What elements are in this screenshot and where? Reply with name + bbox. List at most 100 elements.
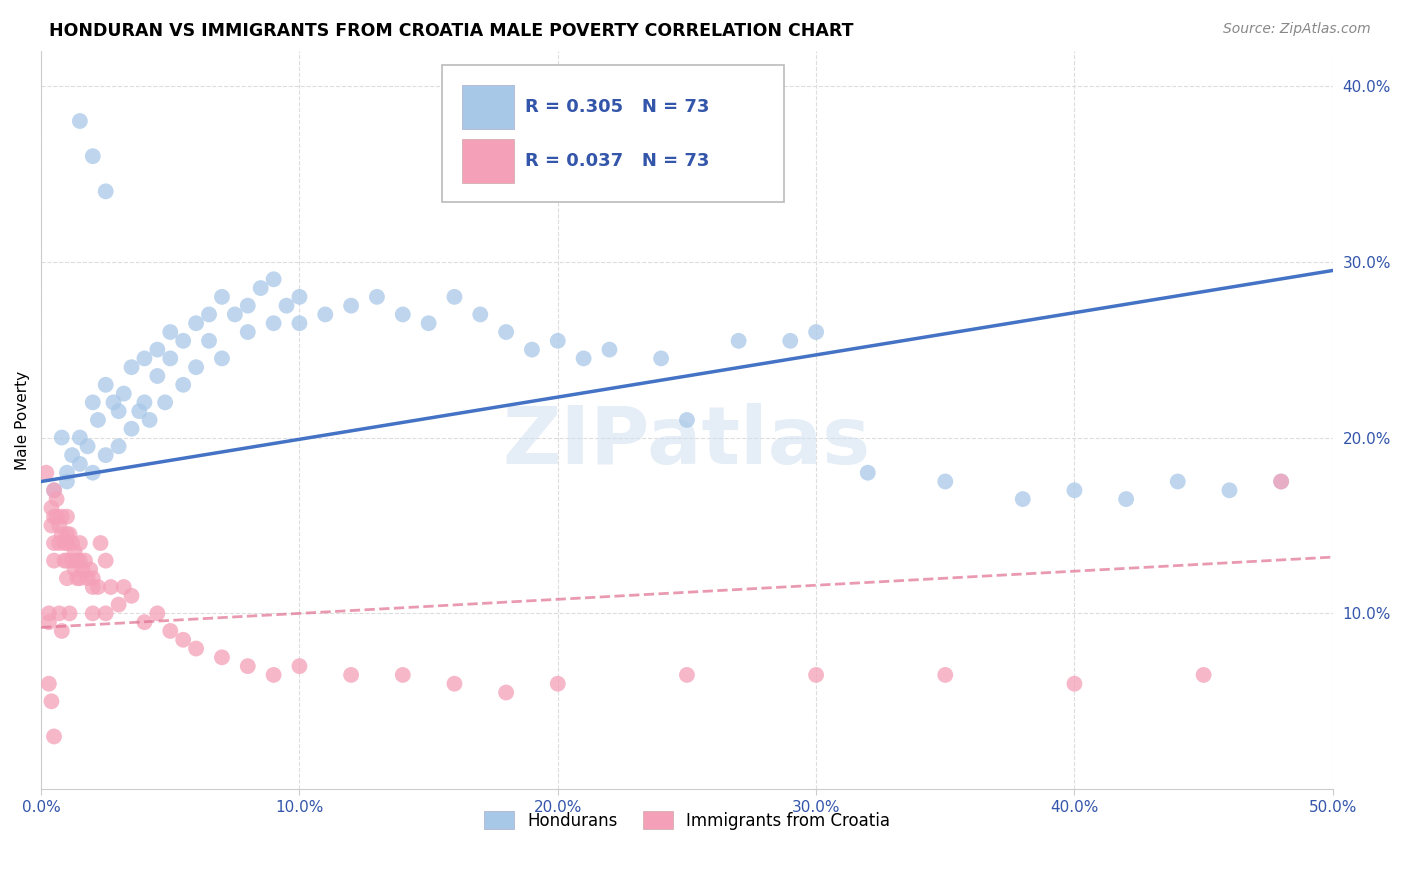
Point — [51, 527, 73, 541]
Point — [443, 290, 465, 304]
Point — [42, 554, 65, 568]
Point — [236, 659, 259, 673]
Text: HONDURAN VS IMMIGRANTS FROM CROATIA MALE POVERTY CORRELATION CHART: HONDURAN VS IMMIGRANTS FROM CROATIA MALE… — [49, 22, 853, 40]
Text: ZIPatlas: ZIPatlas — [503, 403, 872, 481]
Point — [804, 325, 827, 339]
FancyBboxPatch shape — [463, 85, 513, 129]
Point — [288, 659, 311, 673]
Legend: Hondurans, Immigrants from Croatia: Hondurans, Immigrants from Croatia — [477, 805, 897, 837]
Point — [520, 343, 543, 357]
Point — [172, 334, 194, 348]
Point — [1167, 475, 1189, 489]
Point — [53, 536, 76, 550]
Point — [547, 676, 569, 690]
Point — [172, 377, 194, 392]
Point — [121, 360, 143, 375]
Point — [48, 536, 70, 550]
Point — [63, 562, 86, 576]
Point — [198, 334, 221, 348]
Point — [134, 395, 156, 409]
Point — [1115, 492, 1137, 507]
Point — [82, 571, 104, 585]
Point — [94, 377, 117, 392]
Point — [100, 580, 122, 594]
Point — [263, 316, 285, 330]
Point — [159, 325, 181, 339]
Point — [35, 466, 58, 480]
Point — [1063, 483, 1085, 498]
Point — [60, 554, 83, 568]
Point — [198, 308, 221, 322]
Point — [211, 290, 233, 304]
Point — [443, 676, 465, 690]
Y-axis label: Male Poverty: Male Poverty — [15, 370, 30, 469]
Point — [42, 536, 65, 550]
Point — [94, 448, 117, 462]
Point — [82, 395, 104, 409]
Point — [495, 685, 517, 699]
Point — [340, 668, 363, 682]
Point — [56, 571, 79, 585]
Point — [1011, 492, 1033, 507]
Point — [56, 475, 79, 489]
Point — [134, 351, 156, 366]
Point — [73, 554, 96, 568]
Point — [121, 589, 143, 603]
Point — [42, 509, 65, 524]
Point — [69, 536, 91, 550]
Point — [94, 607, 117, 621]
Point — [211, 650, 233, 665]
Point — [236, 299, 259, 313]
Point — [45, 492, 67, 507]
Point — [87, 413, 110, 427]
Point — [107, 404, 129, 418]
Point — [38, 615, 60, 629]
Point — [138, 413, 160, 427]
Point — [572, 351, 595, 366]
Point — [779, 334, 801, 348]
Point — [676, 413, 699, 427]
Point — [418, 316, 440, 330]
Point — [184, 641, 207, 656]
Point — [69, 571, 91, 585]
Point — [41, 518, 63, 533]
Point — [146, 343, 169, 357]
Point — [107, 439, 129, 453]
Point — [856, 466, 879, 480]
Point — [76, 439, 98, 453]
Point — [159, 624, 181, 638]
Point — [76, 571, 98, 585]
Point — [94, 554, 117, 568]
FancyBboxPatch shape — [463, 138, 513, 183]
Point — [89, 536, 111, 550]
Point — [45, 509, 67, 524]
Point — [1270, 475, 1292, 489]
Point — [63, 545, 86, 559]
Point — [58, 607, 80, 621]
Point — [650, 351, 672, 366]
Point — [112, 580, 135, 594]
Point — [87, 580, 110, 594]
Point — [1063, 676, 1085, 690]
Point — [1192, 668, 1215, 682]
Point — [48, 607, 70, 621]
Point — [263, 668, 285, 682]
Point — [82, 607, 104, 621]
Point — [470, 308, 492, 322]
Point — [146, 607, 169, 621]
Point — [172, 632, 194, 647]
Point — [391, 668, 413, 682]
Point — [288, 290, 311, 304]
Point — [41, 694, 63, 708]
Point — [1270, 475, 1292, 489]
Point — [56, 509, 79, 524]
Point — [727, 334, 749, 348]
Point — [79, 562, 101, 576]
Point — [103, 395, 125, 409]
Point — [224, 308, 246, 322]
Point — [38, 607, 60, 621]
Point — [58, 527, 80, 541]
Point — [1218, 483, 1240, 498]
Point — [82, 580, 104, 594]
Point — [112, 386, 135, 401]
